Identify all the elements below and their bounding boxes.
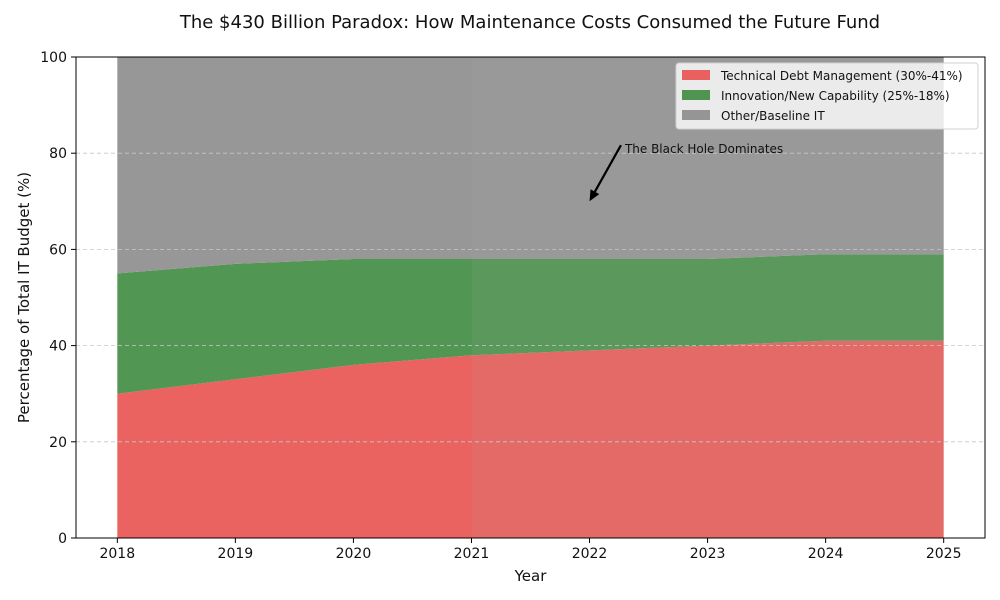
legend-label: Technical Debt Management (30%-41%) xyxy=(720,69,963,83)
legend-box xyxy=(675,62,979,130)
legend-swatch xyxy=(682,110,710,120)
annotation: The Black Hole Dominates xyxy=(589,142,783,202)
gridlines xyxy=(76,152,985,443)
highlight-region xyxy=(471,57,944,538)
x-tick-label: 2020 xyxy=(336,546,372,562)
x-tick-label: 2021 xyxy=(454,546,490,562)
area-series-2 xyxy=(117,254,944,394)
y-tick-label: 20 xyxy=(49,435,67,451)
y-tick-label: 0 xyxy=(58,531,67,547)
x-tick-label: 2025 xyxy=(926,546,962,562)
x-tick-label: 2023 xyxy=(690,546,726,562)
x-axis-label: Year xyxy=(514,567,548,585)
y-tick-label: 40 xyxy=(49,339,67,355)
annotation-arrow xyxy=(593,144,622,193)
y-tick-label: 80 xyxy=(49,146,67,162)
x-tick-label: 2018 xyxy=(99,546,135,562)
plot-frame xyxy=(75,56,986,539)
x-tick-label: 2024 xyxy=(808,546,844,562)
y-axis-ticks: 0 20 40 60 80 100 xyxy=(40,50,76,547)
legend-swatch xyxy=(682,90,710,100)
x-axis-ticks: 2018 2019 2020 2021 2022 2023 2024 2025 xyxy=(99,538,962,562)
legend-label: Innovation/New Capability (25%-18%) xyxy=(721,89,950,103)
legend-swatch xyxy=(682,70,710,80)
area-series-1 xyxy=(117,340,944,538)
y-axis-label: Percentage of Total IT Budget (%) xyxy=(15,172,33,423)
legend: Technical Debt Management (30%-41%) Innov… xyxy=(675,62,979,130)
y-tick-label: 100 xyxy=(40,50,67,66)
chart-title: The $430 Billion Paradox: How Maintenanc… xyxy=(179,12,880,33)
annotation-arrow-head xyxy=(589,189,600,202)
annotation-text: The Black Hole Dominates xyxy=(624,142,783,156)
y-tick-label: 60 xyxy=(49,242,67,258)
x-tick-label: 2019 xyxy=(218,546,254,562)
legend-label: Other/Baseline IT xyxy=(721,109,825,123)
x-tick-label: 2022 xyxy=(572,546,608,562)
